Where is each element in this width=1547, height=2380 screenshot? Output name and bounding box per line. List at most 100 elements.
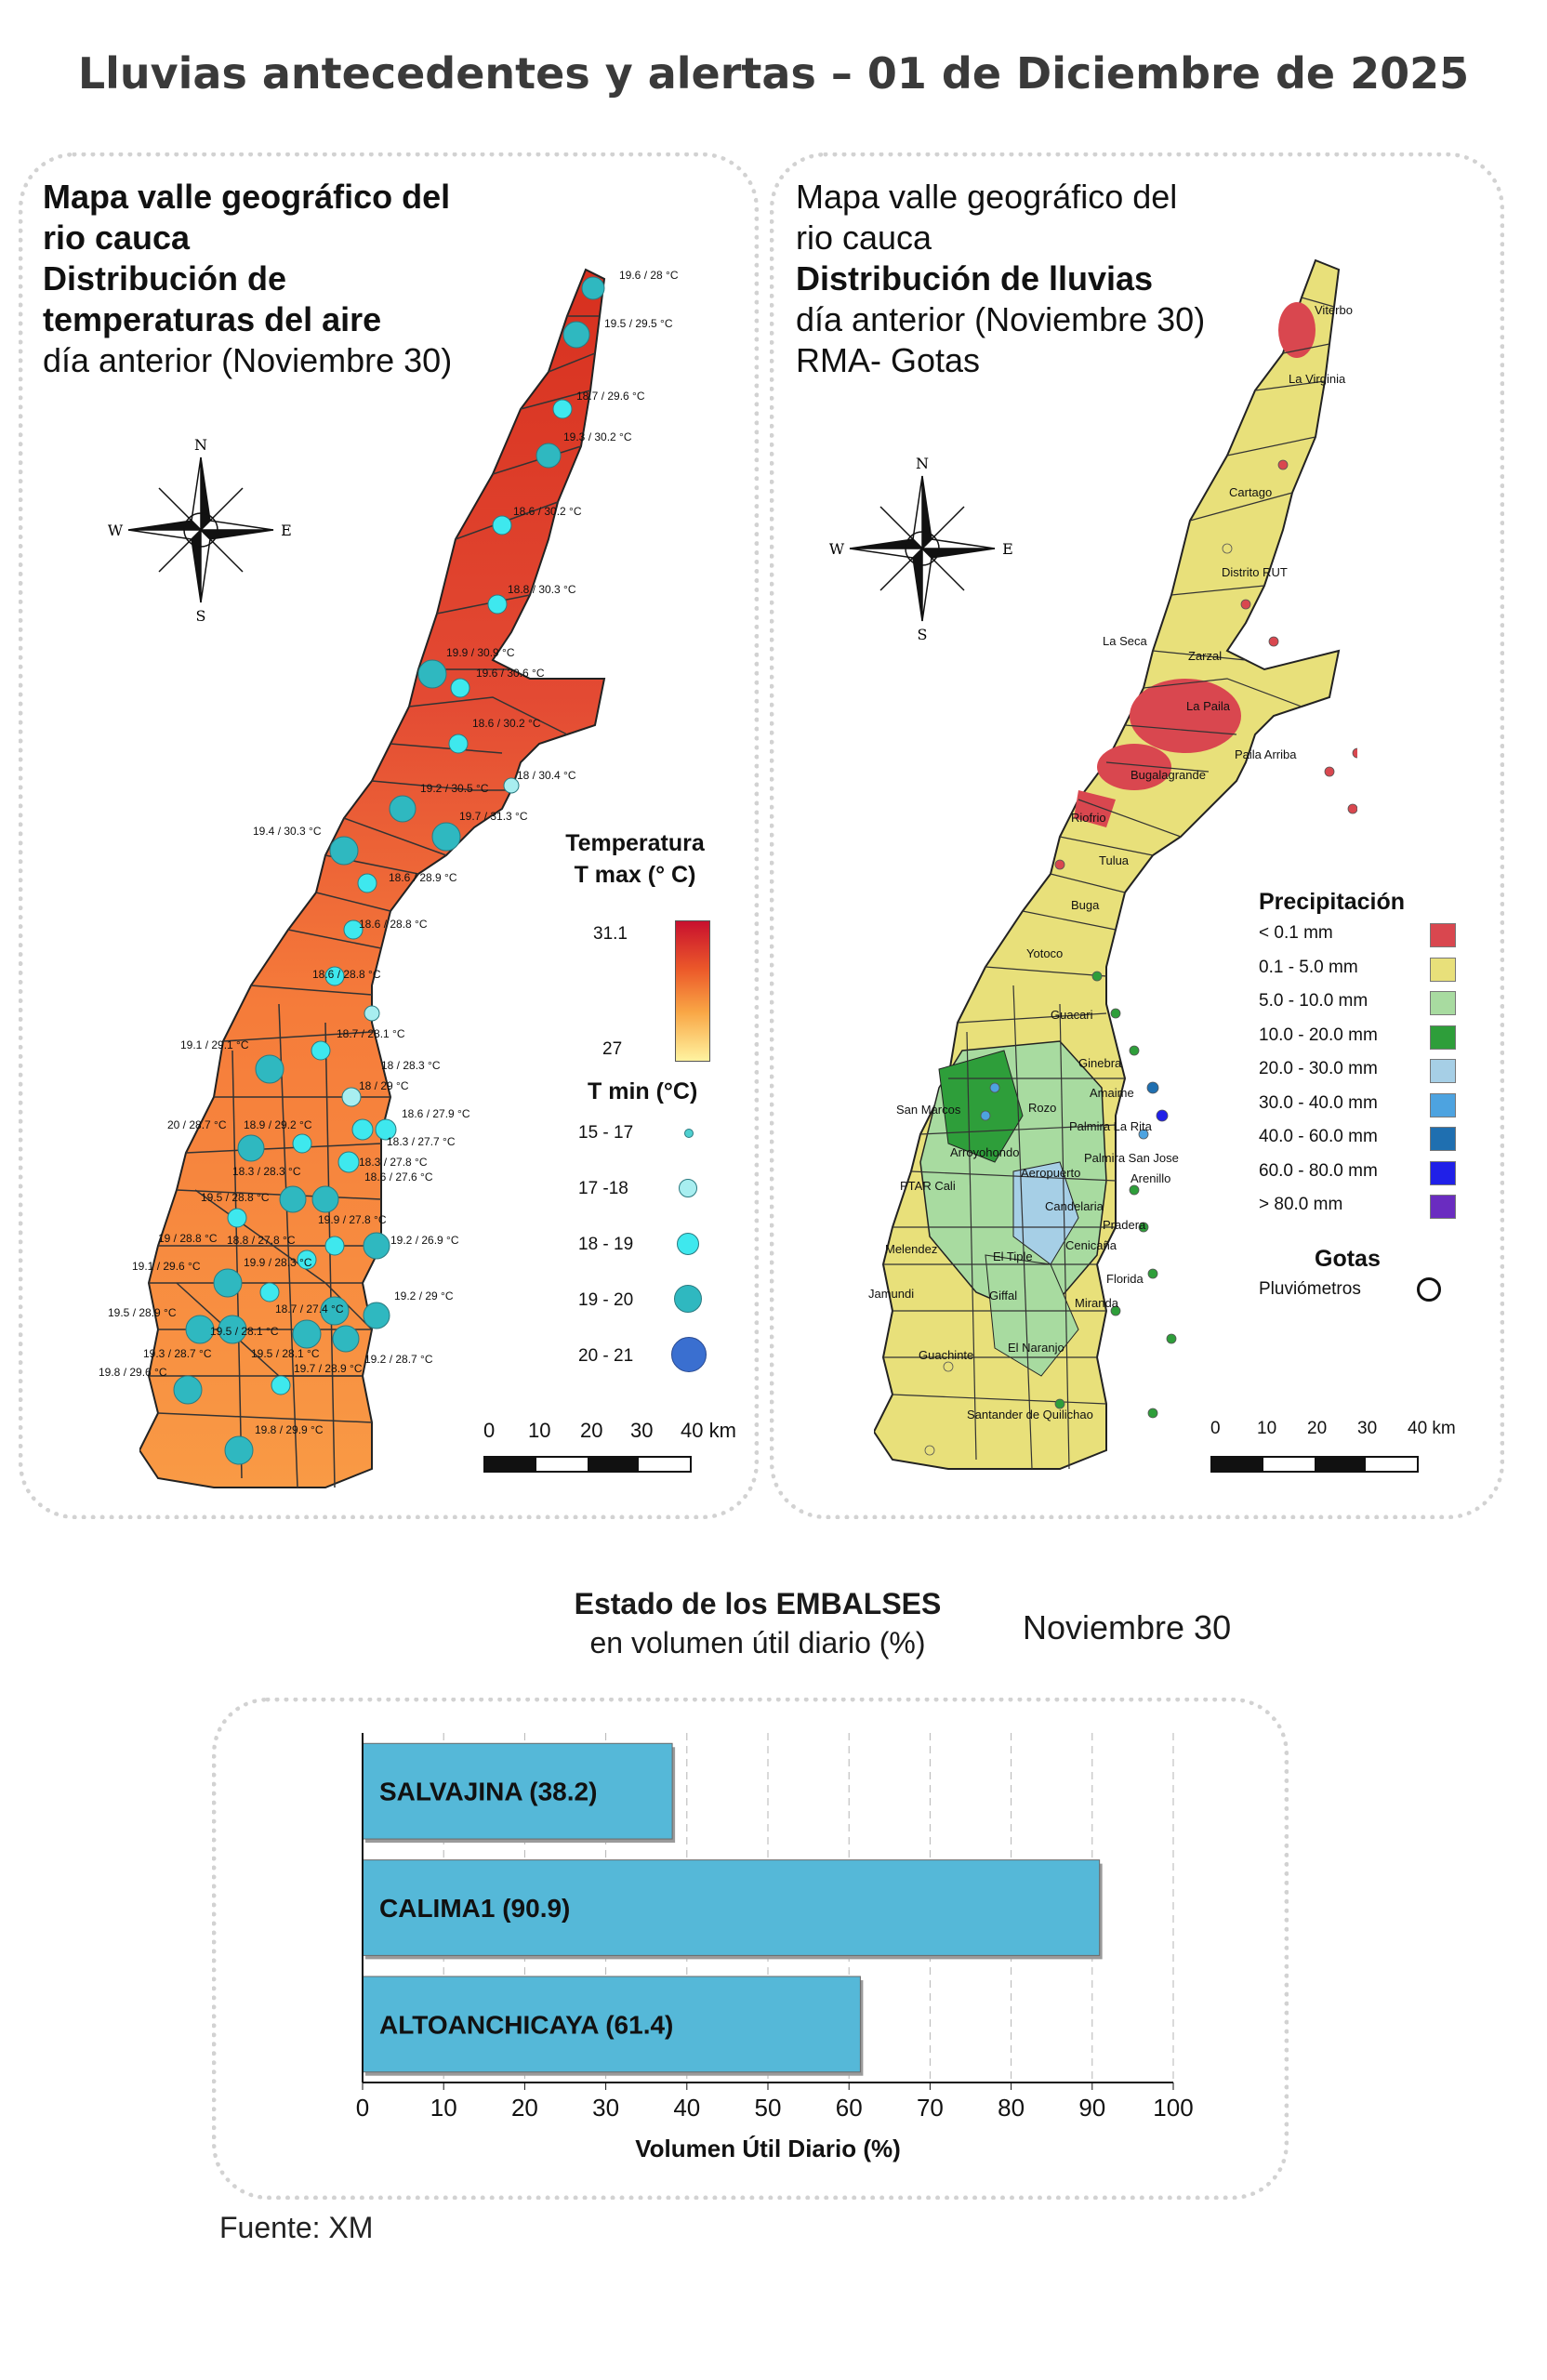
- scale-bar-right: 0 10 20 30 40 km: [1210, 1419, 1471, 1473]
- source-note: Fuente: XM: [219, 2211, 374, 2244]
- tmin-legend: 15 - 17 17 -18 18 - 19 19 - 20 20 - 21: [578, 1123, 718, 1402]
- bar-label: SALVAJINA (38.2): [379, 1778, 597, 1806]
- rain-gauge-icon: [1417, 1277, 1441, 1302]
- temperature-map: [139, 268, 606, 1488]
- bar: [362, 1742, 673, 1840]
- bar-label: CALIMA1 (90.9): [379, 1894, 570, 1923]
- tmax-legend-title: Temperatura T max (° C): [547, 827, 723, 891]
- title-line: Distribución de: [43, 259, 287, 298]
- city-label: Giffal: [989, 1289, 1017, 1302]
- city-label: Distrito RUT: [1222, 565, 1288, 579]
- temperature-map-panel: [19, 152, 759, 1519]
- rain-map-panel: [770, 152, 1504, 1519]
- title-line: rio cauca: [43, 218, 191, 257]
- tmax-legend-max: 31.1: [593, 924, 628, 944]
- city-label: Viterbo: [1315, 303, 1353, 317]
- title-line: Mapa valle geográfico del: [43, 178, 451, 216]
- legend-item: > 80.0 mm: [1259, 1195, 1456, 1229]
- temperature-map-subtitle: día anterior (Noviembre 30): [43, 341, 453, 379]
- x-tick-label: 100: [1153, 2094, 1193, 2122]
- city-label: Ginebra: [1078, 1056, 1122, 1070]
- city-label: PTAR Cali: [900, 1179, 956, 1193]
- x-tick-label: 20: [511, 2094, 538, 2122]
- city-label: Paila Arriba: [1235, 747, 1297, 761]
- city-label: Florida: [1106, 1272, 1144, 1286]
- reservoir-chart-title: Estado de los EMBALSES en volumen útil d…: [574, 1587, 942, 1659]
- x-axis-title: Volumen Útil Diario (%): [635, 2135, 901, 2162]
- city-label: Cenicaña: [1065, 1238, 1117, 1252]
- title-line: temperaturas del aire: [43, 300, 382, 338]
- x-tick-label: 40: [673, 2094, 700, 2122]
- svg-text:W: W: [829, 540, 845, 558]
- tmax-color-ramp: [675, 920, 710, 1062]
- rain-map-title: Mapa valle geográfico del rio cauca Dist…: [796, 178, 1206, 379]
- svg-text:S: S: [918, 626, 928, 641]
- x-tick-label: 30: [592, 2094, 619, 2122]
- x-tick-label: 70: [917, 2094, 944, 2122]
- legend-item: 5.0 - 10.0 mm: [1259, 991, 1456, 1025]
- city-label: Rozo: [1028, 1101, 1056, 1115]
- bar-label: ALTOANCHICAYA (61.4): [379, 2010, 673, 2039]
- legend-item: 30.0 - 40.0 mm: [1259, 1092, 1456, 1128]
- page-title: Lluvias antecedentes y alertas – 01 de D…: [77, 48, 1470, 99]
- compass-rose-icon: N S W E: [829, 456, 1013, 641]
- x-tick-label: 60: [836, 2094, 863, 2122]
- bar: [362, 1976, 861, 2073]
- precipitation-legend-title: Precipitación: [1259, 889, 1405, 915]
- x-tick-label: 10: [430, 2094, 457, 2122]
- city-label: San Marcos: [896, 1103, 961, 1117]
- city-label: La Seca: [1103, 634, 1147, 648]
- compass-e: E: [281, 522, 292, 539]
- tmin-legend-item: 19 - 20: [578, 1285, 718, 1346]
- compass-s: S: [196, 607, 206, 623]
- reservoir-chart-panel: [212, 1698, 1289, 2200]
- city-label: El Tiple: [993, 1250, 1033, 1263]
- reservoir-bar-chart: SALVAJINA (38.2) CALIMA1 (90.9) ALTOANCHIC…: [356, 1733, 1194, 2162]
- city-label: Arroyohondo: [950, 1145, 1019, 1159]
- city-label: Zarzal: [1188, 649, 1222, 663]
- city-label: Palmira La Rita: [1069, 1119, 1153, 1133]
- city-label: El Naranjo: [1008, 1341, 1064, 1355]
- x-tick-label: 80: [998, 2094, 1025, 2122]
- temperature-map-title: Mapa valle geográfico del rio cauca Dist…: [43, 177, 452, 381]
- city-label: La Virginia: [1289, 372, 1346, 386]
- legend-item: 20.0 - 30.0 mm: [1259, 1059, 1456, 1093]
- city-label: Candelaria: [1045, 1199, 1104, 1213]
- city-label: Jamundi: [868, 1287, 914, 1301]
- city-label: Tulua: [1099, 853, 1130, 867]
- compass-rose-icon: N S W E: [108, 437, 292, 623]
- city-label: Amaime: [1090, 1086, 1134, 1100]
- gotas-title: Gotas: [1315, 1246, 1381, 1272]
- city-label: La Paila: [1186, 699, 1231, 713]
- legend-item: 0.1 - 5.0 mm: [1259, 957, 1456, 992]
- city-label: Yotoco: [1026, 946, 1063, 960]
- x-tick-label: 90: [1078, 2094, 1105, 2122]
- city-label: Bugalagrande: [1130, 768, 1206, 782]
- gotas-item: Pluviómetros: [1259, 1279, 1361, 1299]
- tmin-legend-title: T min (°C): [588, 1078, 698, 1104]
- tmin-legend-item: 18 - 19: [578, 1233, 718, 1290]
- compass-w: W: [108, 522, 124, 539]
- city-label: Miranda: [1075, 1296, 1119, 1310]
- legend-item: < 0.1 mm: [1259, 923, 1456, 958]
- x-tick-label: 0: [356, 2094, 369, 2122]
- legend-item: 40.0 - 60.0 mm: [1259, 1127, 1456, 1161]
- precipitation-legend: Precipitación < 0.1 mm 0.1 - 5.0 mm 5.0 …: [1259, 889, 1456, 1229]
- tmin-legend-item: 15 - 17: [578, 1123, 718, 1179]
- bar: [362, 1859, 1101, 1956]
- rain-map: [874, 258, 1357, 1470]
- tmax-legend-title-line1: Temperatura: [565, 830, 705, 856]
- reservoir-chart-date: Noviembre 30: [1023, 1608, 1232, 1646]
- city-label: Melendez: [885, 1242, 937, 1256]
- city-label: Arenillo: [1130, 1171, 1170, 1185]
- city-label: Guacari: [1051, 1008, 1093, 1022]
- city-label: Guachinte: [919, 1348, 973, 1362]
- svg-text:N: N: [916, 456, 929, 472]
- x-tick-label: 50: [755, 2094, 782, 2122]
- city-label: Palmira San Jose: [1084, 1151, 1179, 1165]
- city-label: Aeropuerto: [1021, 1166, 1080, 1180]
- legend-item: 60.0 - 80.0 mm: [1259, 1160, 1456, 1196]
- tmax-legend-min: 27: [602, 1039, 623, 1059]
- tmin-legend-item: 17 -18: [578, 1179, 718, 1235]
